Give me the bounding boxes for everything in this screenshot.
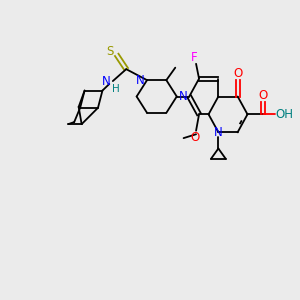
Text: O: O: [258, 89, 268, 102]
Text: O: O: [233, 67, 242, 80]
Text: H: H: [112, 84, 120, 94]
Text: O: O: [190, 131, 199, 144]
Text: F: F: [191, 51, 198, 64]
Text: OH: OH: [275, 108, 293, 121]
Text: N: N: [102, 74, 111, 88]
Text: S: S: [106, 45, 113, 58]
Text: N: N: [214, 126, 223, 139]
Text: N: N: [179, 90, 188, 103]
Text: N: N: [136, 74, 145, 87]
